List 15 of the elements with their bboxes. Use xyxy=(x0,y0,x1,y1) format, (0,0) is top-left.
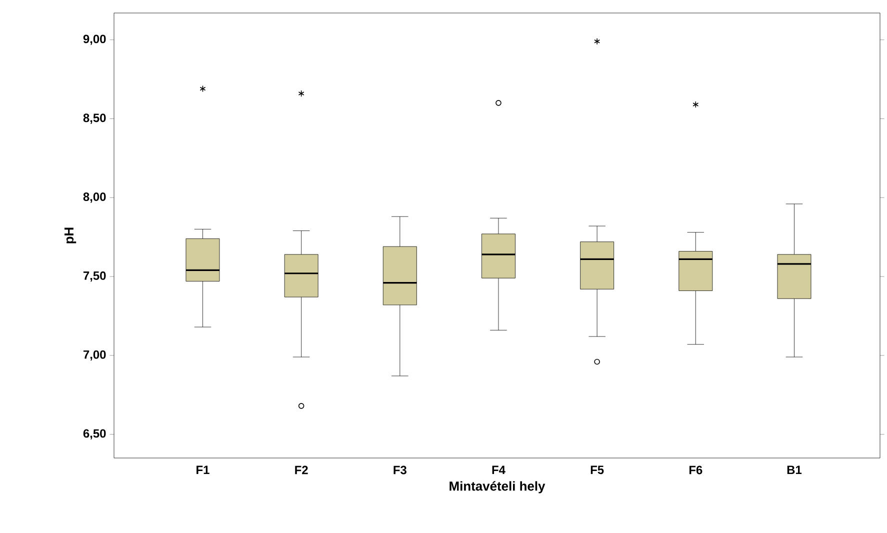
x-tick-label: F3 xyxy=(394,466,406,474)
y-axis-title: pH xyxy=(64,228,76,244)
x-tick-label: F5 xyxy=(590,466,604,474)
y-tick-label: 9,00 xyxy=(83,34,106,45)
y-tick-label: 6,50 xyxy=(83,429,106,440)
y-tick-label: 7,50 xyxy=(83,271,106,282)
x-tick-label: F4 xyxy=(492,466,506,474)
x-tick-label: B1 xyxy=(787,466,802,474)
y-tick-label: 8,50 xyxy=(83,114,106,124)
x-tick-label: F6 xyxy=(689,466,702,474)
y-tick-label: 7,00 xyxy=(83,350,106,361)
x-tick-label: F1 xyxy=(196,466,210,474)
x-axis-title: Mintavételi hely xyxy=(450,481,546,494)
y-tick-label: 8,00 xyxy=(83,192,106,203)
x-tick-label: F2 xyxy=(295,466,308,474)
